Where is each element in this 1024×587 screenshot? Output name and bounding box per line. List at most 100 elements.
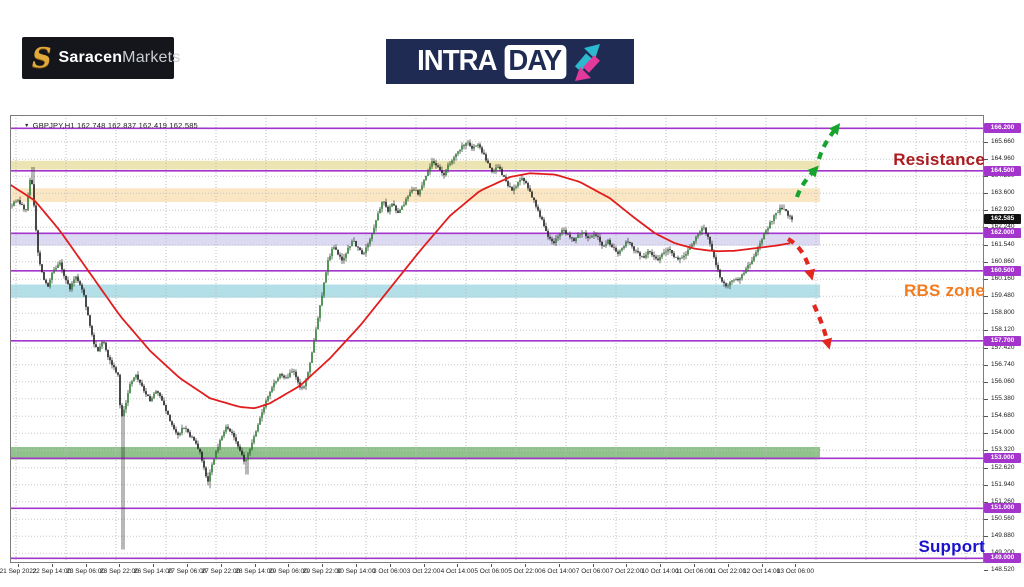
time-tick-mark — [525, 564, 526, 567]
price-tick-mark — [984, 519, 988, 521]
time-tick-label: 4 Oct 14:00 — [440, 568, 475, 575]
time-tick-label: 5 Oct 06:00 — [474, 568, 508, 575]
intraday-arrows-icon — [575, 43, 601, 81]
lavender-zone — [10, 232, 820, 246]
time-tick-label: 29 Sep 06:00 — [269, 568, 308, 575]
intraday-word-main: INTRA — [416, 45, 497, 77]
intraday-word-boxed: DAY — [504, 44, 566, 79]
time-tick-mark — [795, 564, 797, 567]
price-tick-label: 162.920 — [991, 206, 1015, 214]
price-tick-label: 154.680 — [991, 412, 1015, 420]
price-zones — [10, 160, 820, 460]
time-tick-label: 7 Oct 06:00 — [575, 568, 610, 575]
candles-layer — [11, 139, 793, 550]
time-tick-mark — [85, 564, 87, 567]
last-price-box: 162.585 — [984, 213, 1021, 224]
price-tick-label: 164.960 — [991, 155, 1015, 163]
price-line-value-box: 164.500 — [984, 165, 1021, 176]
price-tick-label: 152.620 — [991, 463, 1015, 471]
time-tick-mark — [727, 564, 729, 567]
price-tick-mark — [984, 227, 988, 229]
price-tick-mark — [984, 416, 988, 418]
time-tick-mark — [220, 564, 222, 567]
price-tick-mark — [984, 261, 988, 263]
price-tick-label: 161.540 — [991, 240, 1015, 248]
time-tick-mark — [660, 564, 662, 567]
price-tick-label: 164.280 — [991, 172, 1015, 180]
price-tick-mark — [984, 381, 988, 383]
price-tick-label: 159.480 — [991, 292, 1015, 300]
time-tick-mark — [51, 564, 53, 567]
price-tick-label: 149.880 — [991, 532, 1015, 540]
bearish-arrow-upper — [786, 237, 816, 281]
bullish-arrow-upper — [816, 123, 841, 160]
price-tick-label: 165.660 — [991, 137, 1015, 145]
price-tick-label: 160.160 — [991, 275, 1015, 283]
price-tick-mark — [984, 467, 988, 469]
time-tick-mark — [423, 564, 425, 567]
price-tick-mark — [984, 536, 988, 538]
time-tick-mark — [592, 564, 594, 567]
annotation-resistance: Resistance — [893, 150, 985, 169]
bearish-arrow-lower — [812, 304, 833, 350]
chart-ohlc-label: ▼ GBPJPY,H1 162.748 162.837 162.419 162.5… — [24, 121, 198, 130]
chart-plot-area[interactable]: ▼ GBPJPY,H1 162.748 162.837 162.419 162.5… — [10, 115, 984, 563]
price-tick-label: 153.320 — [991, 446, 1015, 454]
price-tick-label: 160.860 — [991, 257, 1015, 265]
price-axis[interactable]: 165.660 164.960 164.280 163.600 162.920 162.2… — [984, 115, 1024, 583]
saracen-brand-light: Markets — [122, 49, 181, 66]
time-tick-mark — [153, 564, 155, 567]
time-tick-label: 3 Oct 22:00 — [406, 568, 441, 575]
time-tick-label: 5 Oct 22:00 — [508, 568, 542, 575]
time-tick-label: 11 Oct 22:00 — [709, 568, 747, 575]
time-tick-mark — [18, 564, 19, 567]
rbs-cyan-zone — [10, 284, 820, 298]
price-line-value-box: 153.000 — [984, 453, 1021, 464]
green-support-zone — [10, 447, 820, 460]
time-axis[interactable]: 21 Sep 2022 22 Sep 14:00 23 Sep 06:00 23 Se… — [0, 564, 984, 584]
time-tick-label: 26 Sep 14:00 — [133, 568, 173, 575]
time-tick-label: 13 Oct 06:00 — [776, 568, 815, 575]
price-line-value-box: 149.000 — [984, 553, 1021, 564]
price-tick-label: 163.600 — [991, 189, 1015, 197]
time-tick-label: 12 Oct 14:00 — [742, 568, 781, 575]
time-tick-mark — [558, 564, 560, 567]
price-tick-label: 155.380 — [991, 394, 1015, 402]
intraday-logo: INTRA DAY — [386, 39, 634, 84]
price-tick-mark — [984, 210, 988, 212]
time-tick-mark — [322, 564, 324, 567]
price-tick-mark — [984, 141, 988, 143]
down-left-arrow-icon — [575, 54, 601, 81]
price-tick-label: 157.420 — [991, 343, 1015, 351]
price-tick-mark — [984, 159, 988, 161]
time-tick-mark — [457, 564, 459, 567]
time-tick-label: 7 Oct 22:00 — [609, 568, 644, 575]
price-tick-mark — [984, 398, 988, 400]
time-tick-label: 21 Sep 2022 — [0, 568, 37, 575]
price-tick-mark — [984, 347, 988, 349]
horizontal-price-lines — [10, 127, 984, 560]
time-tick-mark — [626, 564, 628, 567]
price-tick-label: 162.240 — [991, 223, 1015, 231]
price-tick-label: 156.060 — [991, 377, 1015, 385]
time-tick-mark — [119, 564, 121, 567]
price-tick-label: 148.520 — [991, 566, 1015, 574]
price-tick-label: 158.800 — [991, 309, 1015, 317]
time-tick-mark — [491, 564, 493, 567]
price-tick-mark — [984, 244, 988, 246]
time-tick-mark — [254, 564, 256, 567]
saracen-markets-logo: S SaracenMarkets — [22, 37, 180, 79]
time-tick-mark — [389, 564, 391, 567]
price-tick-label: 158.120 — [991, 326, 1015, 334]
time-tick-label: 22 Sep 14:00 — [32, 568, 72, 575]
price-line-value-box: 151.000 — [984, 503, 1021, 514]
up-right-arrow-icon — [575, 43, 601, 72]
price-tick-label: 151.260 — [991, 497, 1015, 505]
price-tick-label: 156.740 — [991, 360, 1015, 368]
time-tick-mark — [694, 564, 695, 567]
price-line-value-box: 157.700 — [984, 335, 1021, 346]
time-tick-mark — [356, 564, 357, 567]
price-tick-mark — [984, 296, 988, 298]
symbol-dropdown-icon: ▼ — [24, 123, 30, 129]
